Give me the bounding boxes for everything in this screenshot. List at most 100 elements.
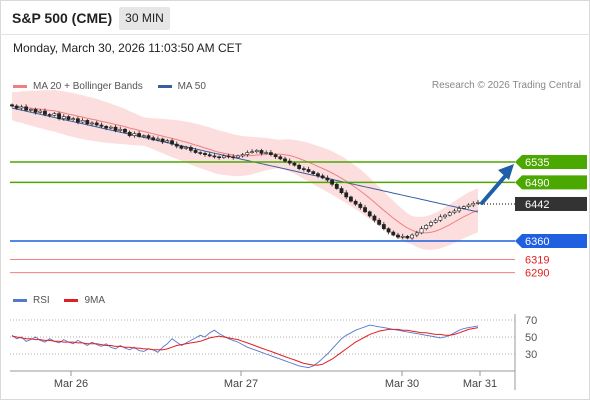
chart-header: S&P 500 (CME) 30 MIN xyxy=(0,0,590,34)
candle-body xyxy=(391,231,396,236)
candle-body xyxy=(245,152,250,155)
price-legend: MA 20 + Bollinger Bands MA 50 xyxy=(13,80,218,92)
interval-button[interactable]: 30 MIN xyxy=(119,7,170,30)
candle-body xyxy=(24,106,29,111)
candle-body xyxy=(108,126,113,129)
candle-body xyxy=(466,204,471,207)
candle-body xyxy=(193,150,198,153)
candle-body xyxy=(292,162,297,166)
price-label-6442: 6442 xyxy=(525,199,549,211)
candle-body xyxy=(52,113,57,116)
candle-body xyxy=(94,122,99,126)
candle-body xyxy=(287,160,292,164)
price-label-6490: 6490 xyxy=(525,177,549,189)
candle-body xyxy=(447,212,452,216)
legend-swatch-9ma xyxy=(64,299,79,302)
price-tag-6535 xyxy=(515,155,587,169)
price-label-6290: 6290 xyxy=(525,268,549,280)
legend-label-9ma: 9MA xyxy=(84,295,106,306)
ma50-line xyxy=(11,107,479,213)
price-tag-6360 xyxy=(515,234,587,248)
candle-body xyxy=(367,211,372,217)
candle-body xyxy=(259,150,264,154)
x-tick-label: Mar 31 xyxy=(463,378,497,390)
candle-body xyxy=(306,169,311,172)
projection-arrow-shaft xyxy=(480,172,509,205)
rsi-tick-70: 70 xyxy=(525,315,537,327)
candle-body xyxy=(386,228,391,233)
candle-body xyxy=(226,155,231,158)
candle-body xyxy=(405,236,410,239)
candle-body xyxy=(146,135,151,139)
x-tick-label: Mar 30 xyxy=(385,378,419,390)
legend-item-9ma: 9MA xyxy=(64,295,105,306)
candle-body xyxy=(433,219,438,223)
candle-body xyxy=(400,236,405,238)
legend-item-rsi: RSI xyxy=(13,295,50,306)
candle-body xyxy=(344,192,349,198)
candle-body xyxy=(80,120,85,123)
bollinger-band xyxy=(12,90,478,250)
candle-body xyxy=(174,143,179,147)
candle-body xyxy=(250,151,254,153)
candle-body xyxy=(198,152,203,154)
candle-body xyxy=(184,147,189,149)
price-label-6360: 6360 xyxy=(525,236,549,248)
candle-body xyxy=(221,155,226,158)
candle-body xyxy=(66,116,71,120)
candle-body xyxy=(264,152,269,154)
candle-body xyxy=(320,175,325,179)
candle-body xyxy=(19,106,24,109)
candle-body xyxy=(99,124,104,127)
candle-body xyxy=(414,232,419,236)
candle-body xyxy=(471,203,476,206)
candle-body xyxy=(61,116,66,119)
legend-item-ma50: MA 50 xyxy=(157,81,206,92)
candle-body xyxy=(325,177,330,181)
candle-body xyxy=(75,118,80,123)
candle-body xyxy=(301,168,306,170)
candle-body xyxy=(141,135,146,137)
candle-body xyxy=(132,133,137,136)
candle-body xyxy=(33,109,38,113)
candle-body xyxy=(381,224,386,229)
candle-body xyxy=(113,126,118,131)
candle-body xyxy=(297,164,302,169)
candle-body xyxy=(137,133,141,137)
candle-body xyxy=(363,207,367,213)
candle-body xyxy=(170,140,174,145)
candle-body xyxy=(104,126,109,129)
rsi-tick-50: 50 xyxy=(525,332,537,344)
candle-body xyxy=(330,179,334,185)
candle-body xyxy=(57,113,61,119)
rsi-tick-30: 30 xyxy=(525,349,537,361)
candle-body xyxy=(90,122,94,125)
datetime-label: Monday, March 30, 2026 11:03:50 AM CET xyxy=(13,41,243,55)
candle-body xyxy=(160,138,165,143)
candle-body xyxy=(316,173,320,177)
candle-body xyxy=(118,128,123,131)
instrument-title: S&P 500 (CME) xyxy=(12,10,113,26)
candle-body xyxy=(429,222,433,226)
candle-body xyxy=(43,110,47,115)
candle-body xyxy=(438,216,443,221)
candle-body xyxy=(443,214,447,218)
legend-swatch-ma20 xyxy=(13,85,27,88)
candle-body xyxy=(334,183,339,189)
candle-body xyxy=(236,155,240,158)
candle-body xyxy=(231,156,236,159)
candle-body xyxy=(311,171,316,174)
candle-body xyxy=(339,188,344,194)
candle-body xyxy=(127,131,132,136)
x-tick-label: Mar 26 xyxy=(54,378,88,390)
candle-body xyxy=(457,208,462,212)
candle-body xyxy=(165,140,170,143)
candle-body xyxy=(188,147,193,151)
candle-body xyxy=(28,109,33,111)
price-tag-6490 xyxy=(515,175,587,190)
candle-body xyxy=(10,104,14,107)
projection-arrow-head xyxy=(498,164,514,180)
candle-body xyxy=(217,156,222,159)
candle-body xyxy=(358,203,363,208)
